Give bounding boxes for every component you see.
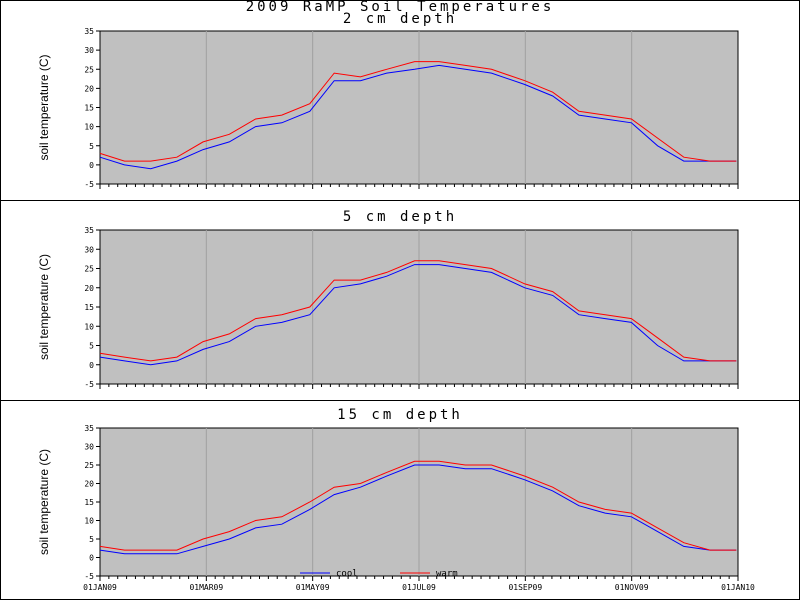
y-tick-label: 5 (89, 342, 94, 351)
y-tick-label: 10 (84, 322, 94, 331)
y-tick-label: 30 (84, 46, 94, 55)
y-tick-label: 0 (89, 361, 94, 370)
x-tick-label: 01NOV09 (615, 583, 649, 592)
y-tick-label: -5 (84, 380, 94, 389)
y-tick-label: 5 (89, 535, 94, 544)
y-tick-label: 0 (89, 161, 94, 170)
y-tick-label: 0 (89, 554, 94, 563)
series-line-cool (99, 464, 737, 555)
y-tick-label: 10 (84, 517, 94, 526)
y-axis-label: soil temperature (C) (37, 254, 51, 360)
y-tick-label: 35 (84, 226, 94, 235)
y-tick-label: 20 (84, 284, 94, 293)
y-tick-label: 10 (84, 123, 94, 132)
x-tick-label: 01MAR09 (189, 583, 223, 592)
legend: cool warm (300, 569, 458, 579)
y-axis-label: soil temperature (C) (37, 449, 51, 555)
y-tick-label: 25 (84, 265, 94, 274)
y-tick-label: 20 (84, 480, 94, 489)
x-tick-label: 01JUL09 (402, 583, 436, 592)
series-line-warm (99, 260, 737, 362)
series-line-warm (99, 460, 737, 551)
panel-3: 15 cm depth -5 0 5 10 15 20 25 30 35 01JAN09 01MAR0… (0, 400, 800, 592)
legend-label-warm: warm (436, 569, 458, 579)
series-line-cool (99, 64, 737, 170)
panel-2: 5 cm depth -5 0 5 10 15 20 25 30 35 soil temperatu… (0, 200, 800, 389)
y-tick-label: -5 (84, 180, 94, 189)
x-tick-label: 01SEP09 (508, 583, 542, 592)
y-tick-label: 30 (84, 443, 94, 452)
y-tick-label: 20 (84, 84, 94, 93)
y-tick-label: -5 (84, 572, 94, 581)
y-tick-label: 15 (84, 498, 94, 507)
figure-title: 2009 RaMP Soil Temperatures (246, 0, 555, 15)
x-tick-label: 01MAY09 (296, 583, 330, 592)
y-tick-label: 15 (84, 104, 94, 113)
x-tick-label: 01JAN10 (721, 583, 755, 592)
x-tick-label: 01JAN09 (83, 583, 117, 592)
panel-title: 5 cm depth (343, 209, 457, 225)
y-tick-label: 15 (84, 303, 94, 312)
y-axis-label: soil temperature (C) (37, 54, 51, 160)
y-tick-label: 5 (89, 142, 94, 151)
y-tick-label: 35 (84, 424, 94, 433)
y-tick-label: 30 (84, 245, 94, 254)
y-tick-label: 25 (84, 461, 94, 470)
y-tick-label: 35 (84, 27, 94, 36)
legend-label-cool: cool (336, 569, 358, 579)
series-line-cool (99, 264, 737, 366)
y-tick-label: 25 (84, 65, 94, 74)
series-line-warm (99, 61, 737, 162)
panel-title: 15 cm depth (337, 407, 463, 423)
panel-1: 2 cm depth -5 0 5 10 15 20 25 30 35 soil temperatu… (37, 11, 739, 189)
panel-title: 2 cm depth (343, 11, 457, 27)
